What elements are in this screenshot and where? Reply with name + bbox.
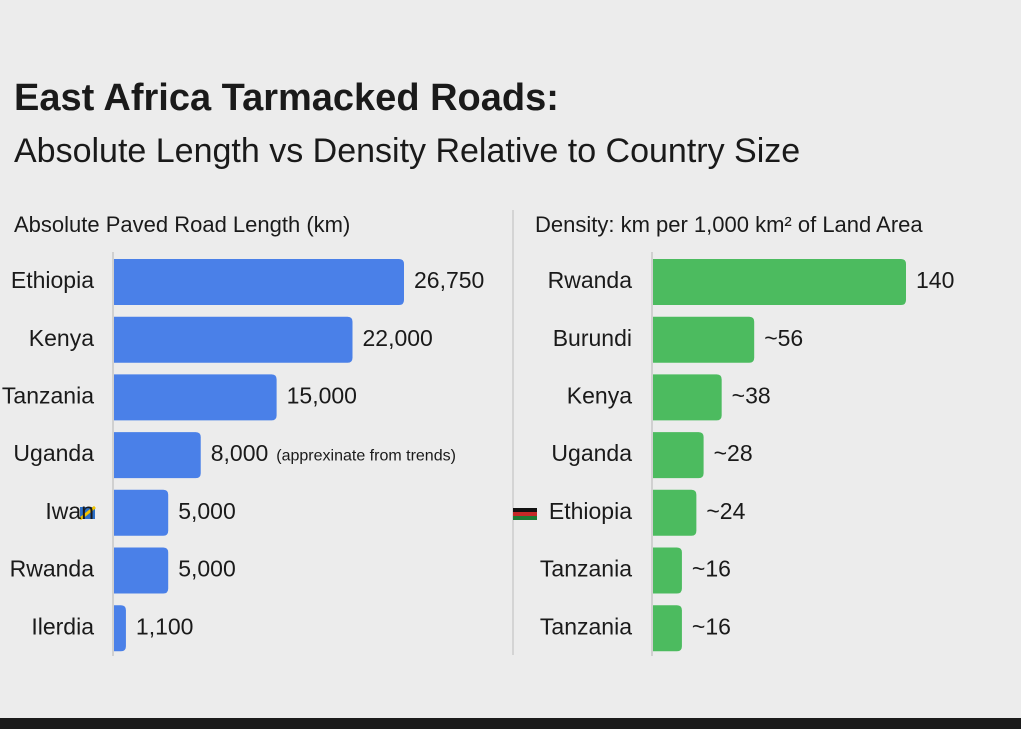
value-label: ~28 (714, 440, 753, 466)
bar (114, 259, 404, 305)
value-label: ~16 (692, 613, 731, 639)
flag (79, 505, 96, 521)
title: East Africa Tarmacked Roads: (14, 77, 559, 119)
category-label: Kenya (29, 325, 94, 351)
category-label: Tanzania (540, 613, 632, 639)
chart-title: Absolute Paved Road Length (km) (14, 212, 350, 237)
value-label: 26,750 (414, 267, 484, 293)
value-label: 8,000 (211, 440, 269, 466)
bar (653, 547, 682, 594)
value-label: ~24 (706, 498, 745, 524)
bar (653, 316, 755, 363)
value-label: ~56 (764, 325, 803, 351)
category-label: Uganda (551, 440, 632, 466)
value-label: 140 (916, 267, 954, 293)
subtitle: Absolute Length vs Density Relative to C… (14, 132, 800, 170)
value-label: 15,000 (287, 382, 357, 408)
flag (513, 508, 537, 520)
bar (653, 605, 682, 652)
category-label: Rwanda (10, 556, 95, 582)
category-label: Uganda (13, 440, 94, 466)
annotation: (apprexinate from trends) (276, 447, 456, 464)
category-label: Ilerdia (31, 613, 94, 639)
bar (114, 489, 169, 536)
value-label: ~38 (732, 382, 771, 408)
bar (114, 605, 126, 652)
bar (114, 547, 169, 594)
chart-title: Density: km per 1,000 km² of Land Area (535, 212, 923, 237)
bar (653, 432, 704, 479)
category-label: Burundi (553, 325, 632, 351)
bar (114, 316, 353, 363)
bar (653, 259, 906, 305)
value-label: 5,000 (178, 556, 236, 582)
category-label: Tanzania (540, 556, 632, 582)
bar (114, 374, 277, 421)
bottom-strip (0, 718, 1021, 729)
category-label: Iwan (45, 498, 94, 524)
bar (653, 374, 722, 421)
bar (653, 489, 697, 536)
value-label: ~16 (692, 556, 731, 582)
category-label: Ethiopia (549, 498, 632, 524)
category-label: Rwanda (548, 267, 633, 293)
value-label: 5,000 (178, 498, 236, 524)
value-label: 1,100 (136, 613, 194, 639)
category-label: Kenya (567, 382, 632, 408)
category-label: Tanzania (2, 382, 94, 408)
category-label: Ethiopia (11, 267, 94, 293)
bar (114, 432, 201, 479)
value-label: 22,000 (363, 325, 433, 351)
